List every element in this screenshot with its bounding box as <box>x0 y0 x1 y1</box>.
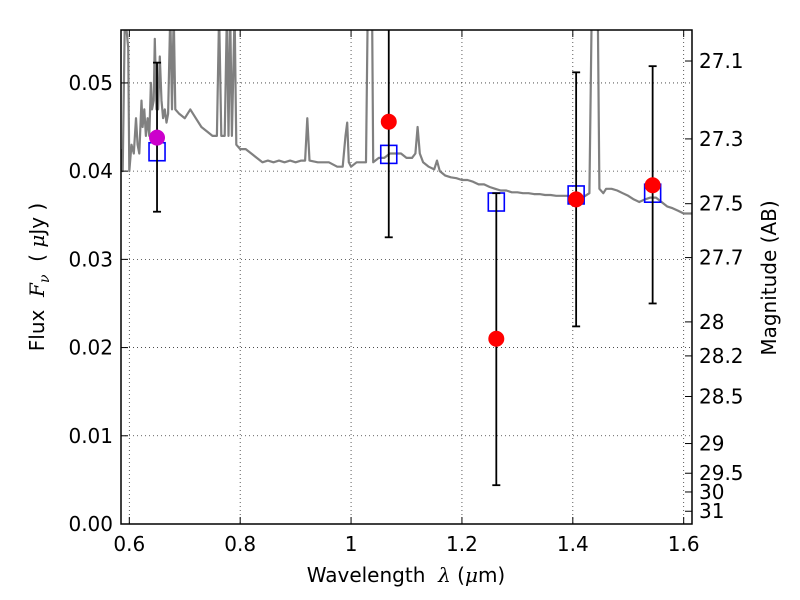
ticks: 0.6 0.8 1 1.2 1.4 1.6 0.00 0.01 0.02 0.03 0.04 0.05… <box>68 30 744 556</box>
y2-tick-label: 27.3 <box>699 127 744 151</box>
observed-flux-point <box>488 330 505 347</box>
y2-tick-label: 29.5 <box>699 461 744 485</box>
model-spectrum-line <box>121 30 692 215</box>
y2-tick-label: 27.7 <box>699 246 744 270</box>
plot-frame <box>120 29 693 525</box>
y2-tick-label: 31 <box>699 499 724 523</box>
observed-flux-point <box>380 113 397 130</box>
x-tick-label: 1.4 <box>557 532 589 556</box>
x-axis-label: Wavelength λ (μm) <box>307 563 506 587</box>
x-tick-label: 1.2 <box>446 532 478 556</box>
y2-tick-label: 28.2 <box>699 344 744 368</box>
x-tick-label: 1 <box>345 532 358 556</box>
y2-axis-label: Magnitude (AB) <box>757 200 781 355</box>
x-tick-label: 1.6 <box>668 532 700 556</box>
marker-layer <box>148 30 662 487</box>
x-tick-label: 0.8 <box>224 532 256 556</box>
y2-tick-label: 29 <box>699 432 724 456</box>
y-tick-label: 0.01 <box>68 424 113 448</box>
data-layer <box>121 30 692 215</box>
y2-tick-label: 28.5 <box>699 384 744 408</box>
y2-tick-label: 27.1 <box>699 49 744 73</box>
y-tick-label: 0.03 <box>68 247 113 271</box>
y-tick-label: 0.05 <box>68 71 113 95</box>
y-axis-label: Flux Fν ( μJy ) <box>25 203 53 351</box>
y-tick-label: 0.02 <box>68 336 113 360</box>
observed-flux-point <box>568 191 585 208</box>
observed-flux-point <box>644 177 661 194</box>
x-tick-label: 0.6 <box>113 532 145 556</box>
grid <box>121 30 692 525</box>
y-tick-label: 0.00 <box>68 512 113 536</box>
y-tick-label: 0.04 <box>68 159 113 183</box>
observed-flux-point <box>149 129 166 146</box>
y2-tick-label: 28 <box>699 310 724 334</box>
y2-tick-label: 30 <box>699 480 724 504</box>
y2-tick-label: 27.5 <box>699 192 744 216</box>
